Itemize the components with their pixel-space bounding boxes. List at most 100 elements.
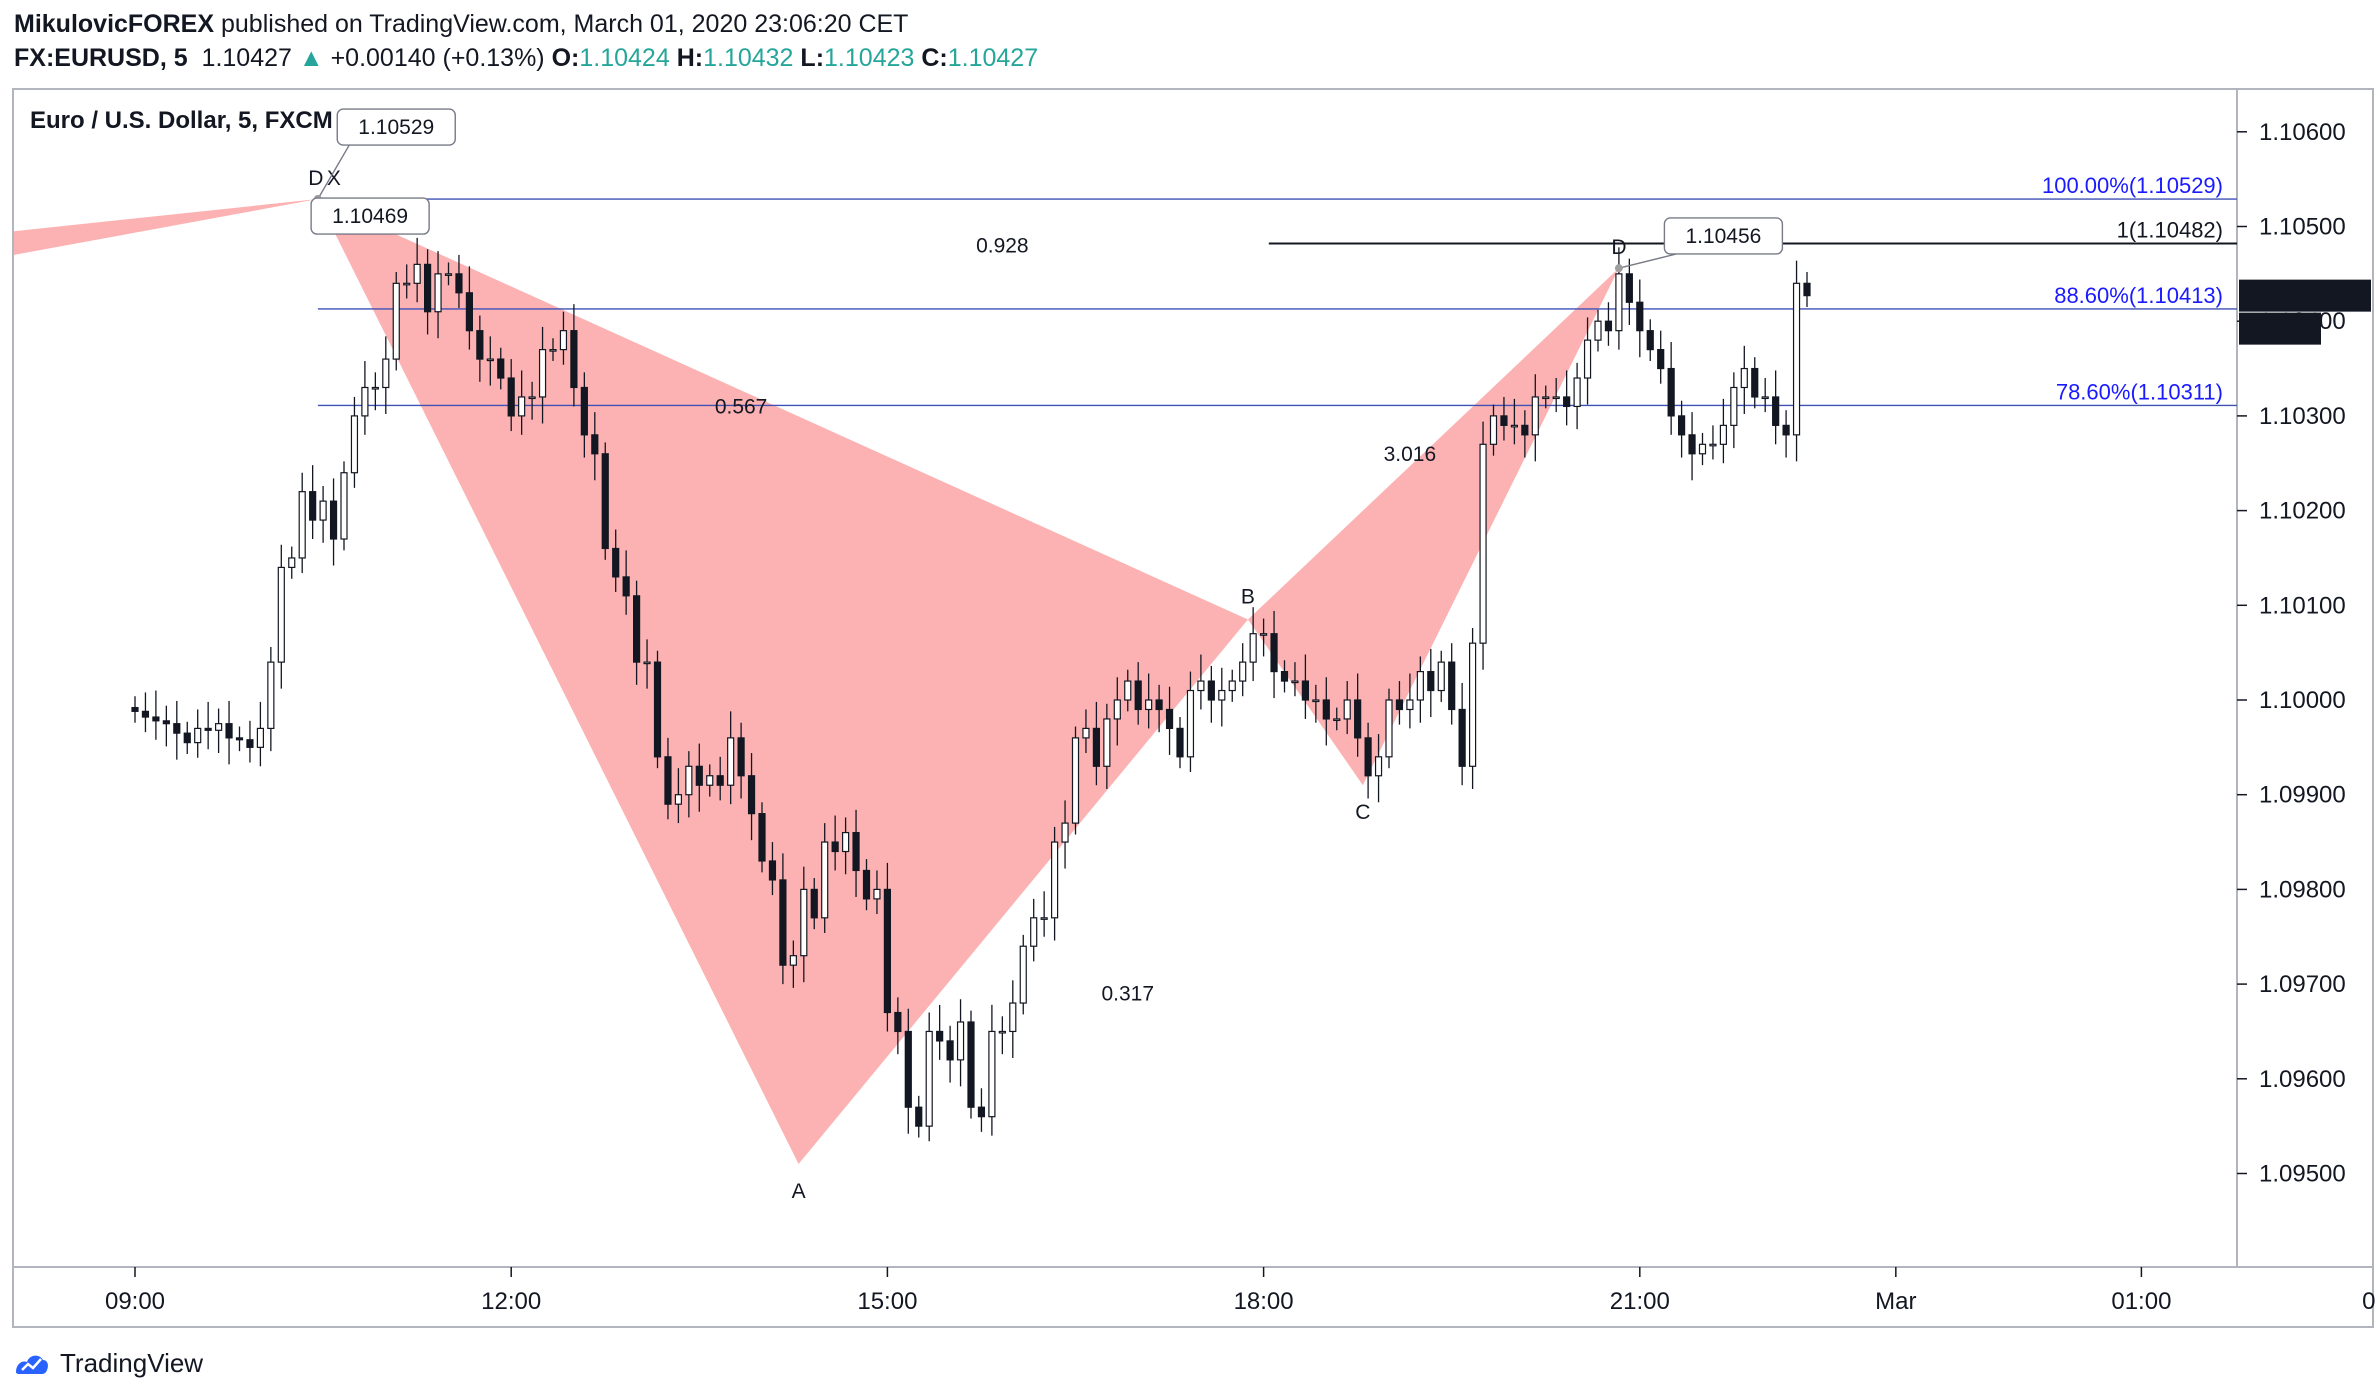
high-label: H: bbox=[676, 44, 704, 72]
candle-body bbox=[298, 491, 306, 559]
candle-body bbox=[277, 566, 285, 663]
candle-body bbox=[1510, 424, 1519, 428]
candle-body bbox=[1698, 443, 1707, 455]
chart-title: Euro / U.S. Dollar, 5, FXCM bbox=[30, 107, 333, 134]
candle-body bbox=[476, 330, 484, 360]
pattern-ratio-label: 3.016 bbox=[1384, 443, 1437, 466]
candle-body bbox=[664, 756, 672, 805]
fib-level-label: 78.60%(1.10311) bbox=[2056, 379, 2223, 404]
footer-brand[interactable]: TradingView bbox=[14, 1343, 203, 1383]
candle-body bbox=[256, 727, 264, 748]
candle-body bbox=[288, 557, 296, 569]
candle-body bbox=[810, 888, 818, 919]
pattern-ratio-label: 0.567 bbox=[715, 395, 768, 418]
candle-body bbox=[1677, 415, 1686, 436]
candle-body bbox=[1050, 841, 1059, 919]
candle-body bbox=[894, 1011, 902, 1033]
y-tick-label: 1.09900 bbox=[2259, 782, 2346, 809]
candle-body bbox=[1542, 396, 1550, 400]
candle-body bbox=[559, 330, 568, 351]
candle-body bbox=[1573, 377, 1581, 408]
y-tick-label: 1.10100 bbox=[2259, 592, 2346, 619]
candle-body bbox=[1751, 367, 1759, 398]
time-axis[interactable]: 09:00 12:00 15:00 18:00 21:00 Mar 01:00 03:00 bbox=[105, 1267, 2376, 1315]
candle-body bbox=[413, 263, 421, 284]
chart-frame bbox=[12, 88, 2374, 1328]
candle-body bbox=[518, 396, 526, 417]
candle-body bbox=[1552, 396, 1560, 400]
candle-body bbox=[319, 500, 327, 521]
candle-body bbox=[1364, 737, 1372, 777]
candle-body bbox=[1239, 661, 1247, 682]
candle-body bbox=[998, 1030, 1006, 1034]
y-tick-label: 1.09800 bbox=[2259, 876, 2346, 903]
candle-body bbox=[371, 386, 379, 390]
candle-body bbox=[267, 661, 275, 730]
candle-body bbox=[904, 1030, 912, 1108]
y-tick-label: 1.10200 bbox=[2259, 498, 2346, 525]
candle-body bbox=[1322, 699, 1330, 720]
close-value: 1.10427 bbox=[947, 44, 1039, 72]
publish-line: MikulovicFOREX published on TradingView.… bbox=[14, 8, 908, 40]
candle-body bbox=[1113, 699, 1121, 720]
y-tick-label: 1.10500 bbox=[2259, 214, 2346, 241]
candle-body bbox=[1343, 699, 1351, 720]
open-value: 1.10424 bbox=[579, 44, 670, 72]
harmonic-pattern[interactable] bbox=[14, 199, 1619, 1165]
candle-body bbox=[215, 723, 223, 731]
price-callout-text: 1.10469 bbox=[332, 205, 408, 228]
countdown-tag bbox=[2239, 312, 2321, 345]
candle-body bbox=[1615, 273, 1623, 332]
candle-body bbox=[1636, 301, 1644, 332]
price-callout-box bbox=[336, 108, 456, 146]
candle-body bbox=[1019, 945, 1027, 1004]
candle-body bbox=[1625, 273, 1633, 303]
candle-body bbox=[716, 775, 724, 786]
candle-body bbox=[1594, 320, 1602, 341]
xab-triangle bbox=[317, 199, 1248, 1165]
low-value: 1.10423 bbox=[824, 44, 915, 72]
candle-body bbox=[1521, 424, 1529, 436]
candle-body bbox=[758, 813, 766, 862]
y-tick-label: 1.10000 bbox=[2259, 687, 2346, 714]
candle-body bbox=[643, 661, 651, 665]
callout-anchor bbox=[1614, 264, 1623, 273]
candle-body bbox=[392, 282, 400, 360]
candle-body bbox=[789, 955, 797, 966]
candle-body bbox=[1667, 367, 1675, 417]
fib-levels[interactable]: 100.00%(1.10529) 88.60%(1.10413) 78.60%(1.… bbox=[317, 173, 2237, 407]
candle-body bbox=[1416, 670, 1424, 701]
candle-body bbox=[1374, 756, 1383, 777]
low-label: L: bbox=[800, 44, 825, 72]
candle-body bbox=[727, 737, 735, 786]
candle-body bbox=[1427, 670, 1435, 692]
price-axis[interactable]: 1.106001.105001.104001.103001.102001.101… bbox=[2237, 119, 2346, 1188]
candle-body bbox=[162, 720, 170, 725]
candle-body bbox=[1009, 1002, 1017, 1033]
candle-body bbox=[1395, 699, 1404, 711]
candle-body bbox=[800, 888, 808, 957]
candle-body bbox=[141, 710, 150, 718]
candle-body bbox=[1082, 727, 1090, 739]
candle-body bbox=[1803, 282, 1811, 297]
previous-d-label: D bbox=[308, 167, 323, 190]
candle-body bbox=[1092, 727, 1101, 767]
x-tick-label: 01:00 bbox=[2111, 1288, 2171, 1315]
last-price-tag bbox=[2239, 279, 2371, 312]
candle-body bbox=[883, 888, 892, 1014]
pattern-ratio-label: 0.928 bbox=[976, 234, 1029, 257]
candle-body bbox=[1709, 443, 1717, 447]
candle-body bbox=[925, 1030, 933, 1127]
candle-body bbox=[465, 292, 473, 332]
countdown-text: 03:42 bbox=[2250, 316, 2310, 343]
y-tick-label: 1.10300 bbox=[2259, 403, 2346, 430]
candle-body bbox=[1354, 699, 1362, 739]
up-arrow-icon: ▲ bbox=[298, 44, 324, 72]
candle-body bbox=[1301, 680, 1310, 701]
candle-body bbox=[1176, 727, 1184, 758]
candle-body bbox=[1249, 633, 1257, 663]
candle-body bbox=[1270, 633, 1278, 673]
candle-body bbox=[1688, 434, 1696, 455]
x-tick-label: Mar bbox=[1875, 1288, 1916, 1315]
